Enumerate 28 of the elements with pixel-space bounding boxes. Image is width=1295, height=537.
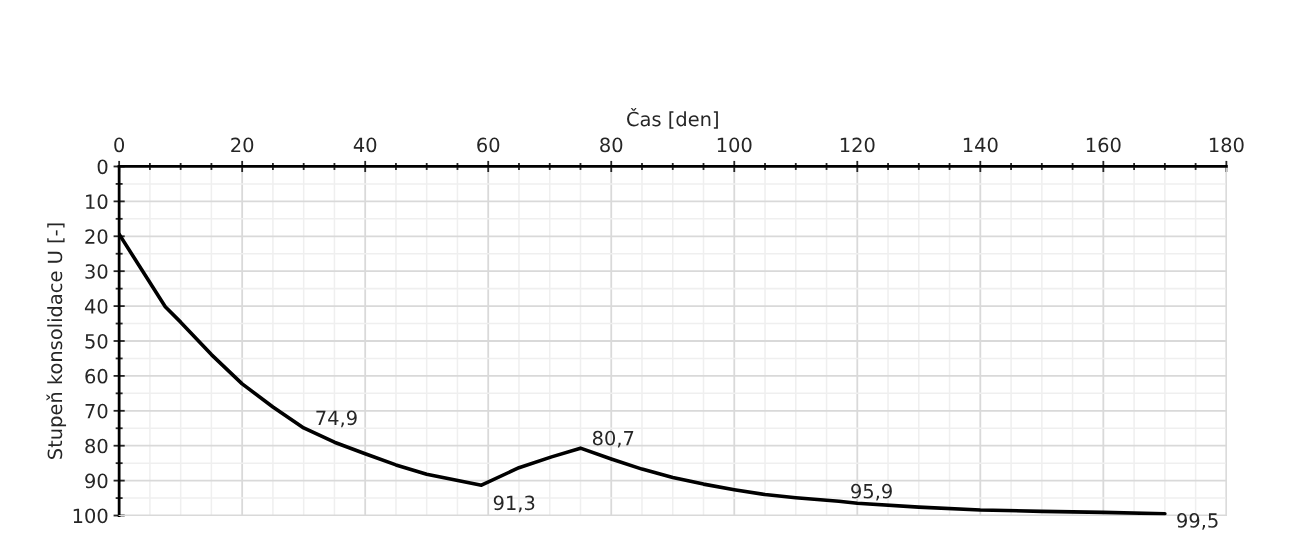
data-label: 99,5 (1177, 513, 1218, 530)
data-label: 91,3 (493, 495, 535, 513)
x-tick-label: 40 (353, 137, 377, 153)
data-label: 74,9 (316, 410, 357, 428)
y-tick-label: 70 (85, 403, 108, 419)
x-tick-label: 180 (1209, 137, 1244, 153)
y-tick-label: 80 (85, 438, 108, 454)
y-tick-label: 50 (85, 333, 108, 349)
y-tick-label: 10 (86, 194, 108, 210)
x-tick-label: 0 (114, 137, 125, 153)
y-tick-label: 100 (73, 508, 108, 524)
y-tick-label: 40 (84, 299, 108, 314)
data-label: 80,7 (592, 430, 634, 448)
x-axis-title: Čas [den] (627, 108, 718, 129)
x-tick-label: 140 (963, 137, 998, 153)
x-tick-label: 120 (840, 137, 875, 153)
x-tick-label: 100 (717, 137, 752, 153)
y-tick-label: 60 (85, 368, 108, 384)
x-tick-label: 20 (231, 137, 254, 153)
y-tick-label: 90 (85, 473, 108, 489)
x-tick-label: 60 (477, 137, 500, 153)
y-tick-label: 20 (85, 229, 108, 244)
y-tick-label: 30 (85, 264, 108, 279)
y-tick-label: 0 (97, 159, 108, 175)
data-label: 95,9 (851, 483, 892, 501)
x-tick-label: 160 (1086, 137, 1121, 153)
y-axis-title: Stupeň konsolidace U [-] (46, 223, 67, 459)
x-tick-label: 80 (600, 137, 623, 153)
